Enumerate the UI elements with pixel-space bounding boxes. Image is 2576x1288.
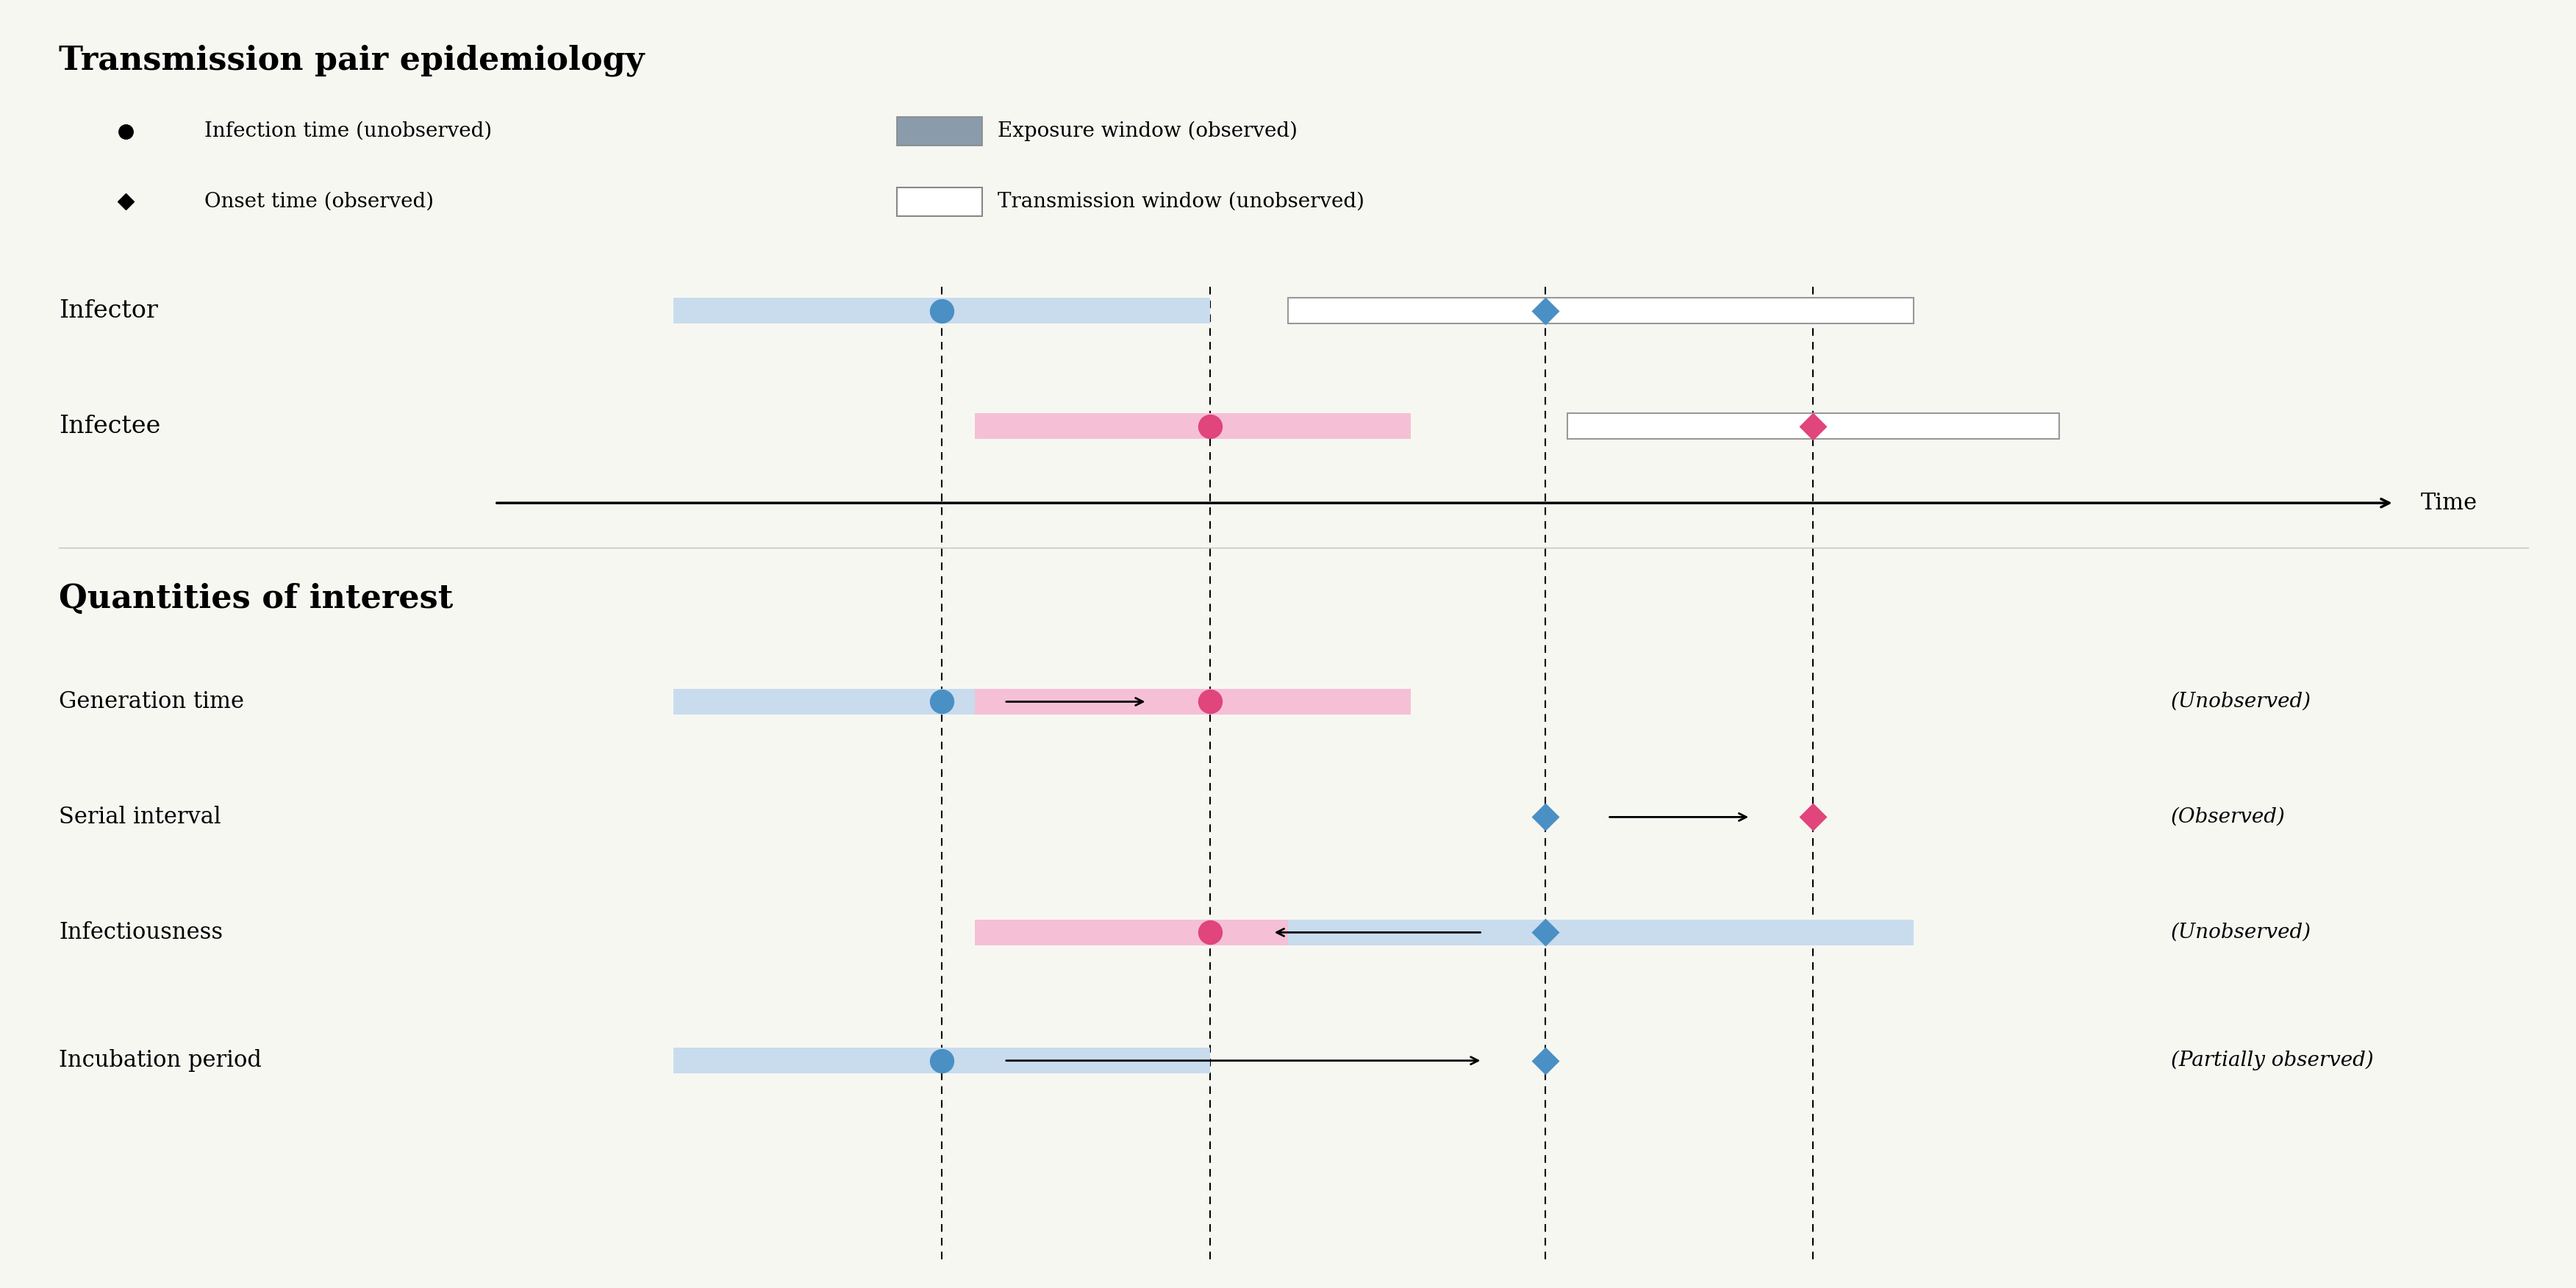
Text: (Unobserved): (Unobserved) (2172, 692, 2311, 711)
Text: Exposure window (observed): Exposure window (observed) (997, 121, 1298, 142)
Bar (976, 920, 1412, 945)
Text: Infectee: Infectee (59, 415, 160, 438)
Text: Transmission window (unobserved): Transmission window (unobserved) (997, 192, 1365, 211)
Bar (1288, 920, 1914, 945)
Bar (896, 188, 981, 216)
Text: Generation time: Generation time (59, 690, 245, 714)
Text: Quantities of interest: Quantities of interest (59, 583, 453, 614)
Text: (Partially observed): (Partially observed) (2172, 1051, 2372, 1070)
Bar (1288, 298, 1914, 323)
Text: (Unobserved): (Unobserved) (2172, 922, 2311, 943)
Text: Serial interval: Serial interval (59, 806, 222, 828)
Text: Infectiousness: Infectiousness (59, 921, 224, 944)
Text: Time: Time (2421, 492, 2478, 514)
Bar (896, 117, 981, 146)
Bar (672, 689, 1211, 715)
Text: (Observed): (Observed) (2172, 808, 2285, 827)
Text: Onset time (observed): Onset time (observed) (204, 192, 433, 211)
Bar (1566, 413, 2058, 439)
Bar (672, 1048, 1211, 1073)
Text: Transmission pair epidemiology: Transmission pair epidemiology (59, 45, 644, 77)
Bar (976, 689, 1412, 715)
Bar (976, 413, 1412, 439)
Text: Infection time (unobserved): Infection time (unobserved) (204, 121, 492, 142)
Bar (672, 298, 1211, 323)
Text: Incubation period: Incubation period (59, 1050, 263, 1072)
Text: Infector: Infector (59, 299, 157, 322)
